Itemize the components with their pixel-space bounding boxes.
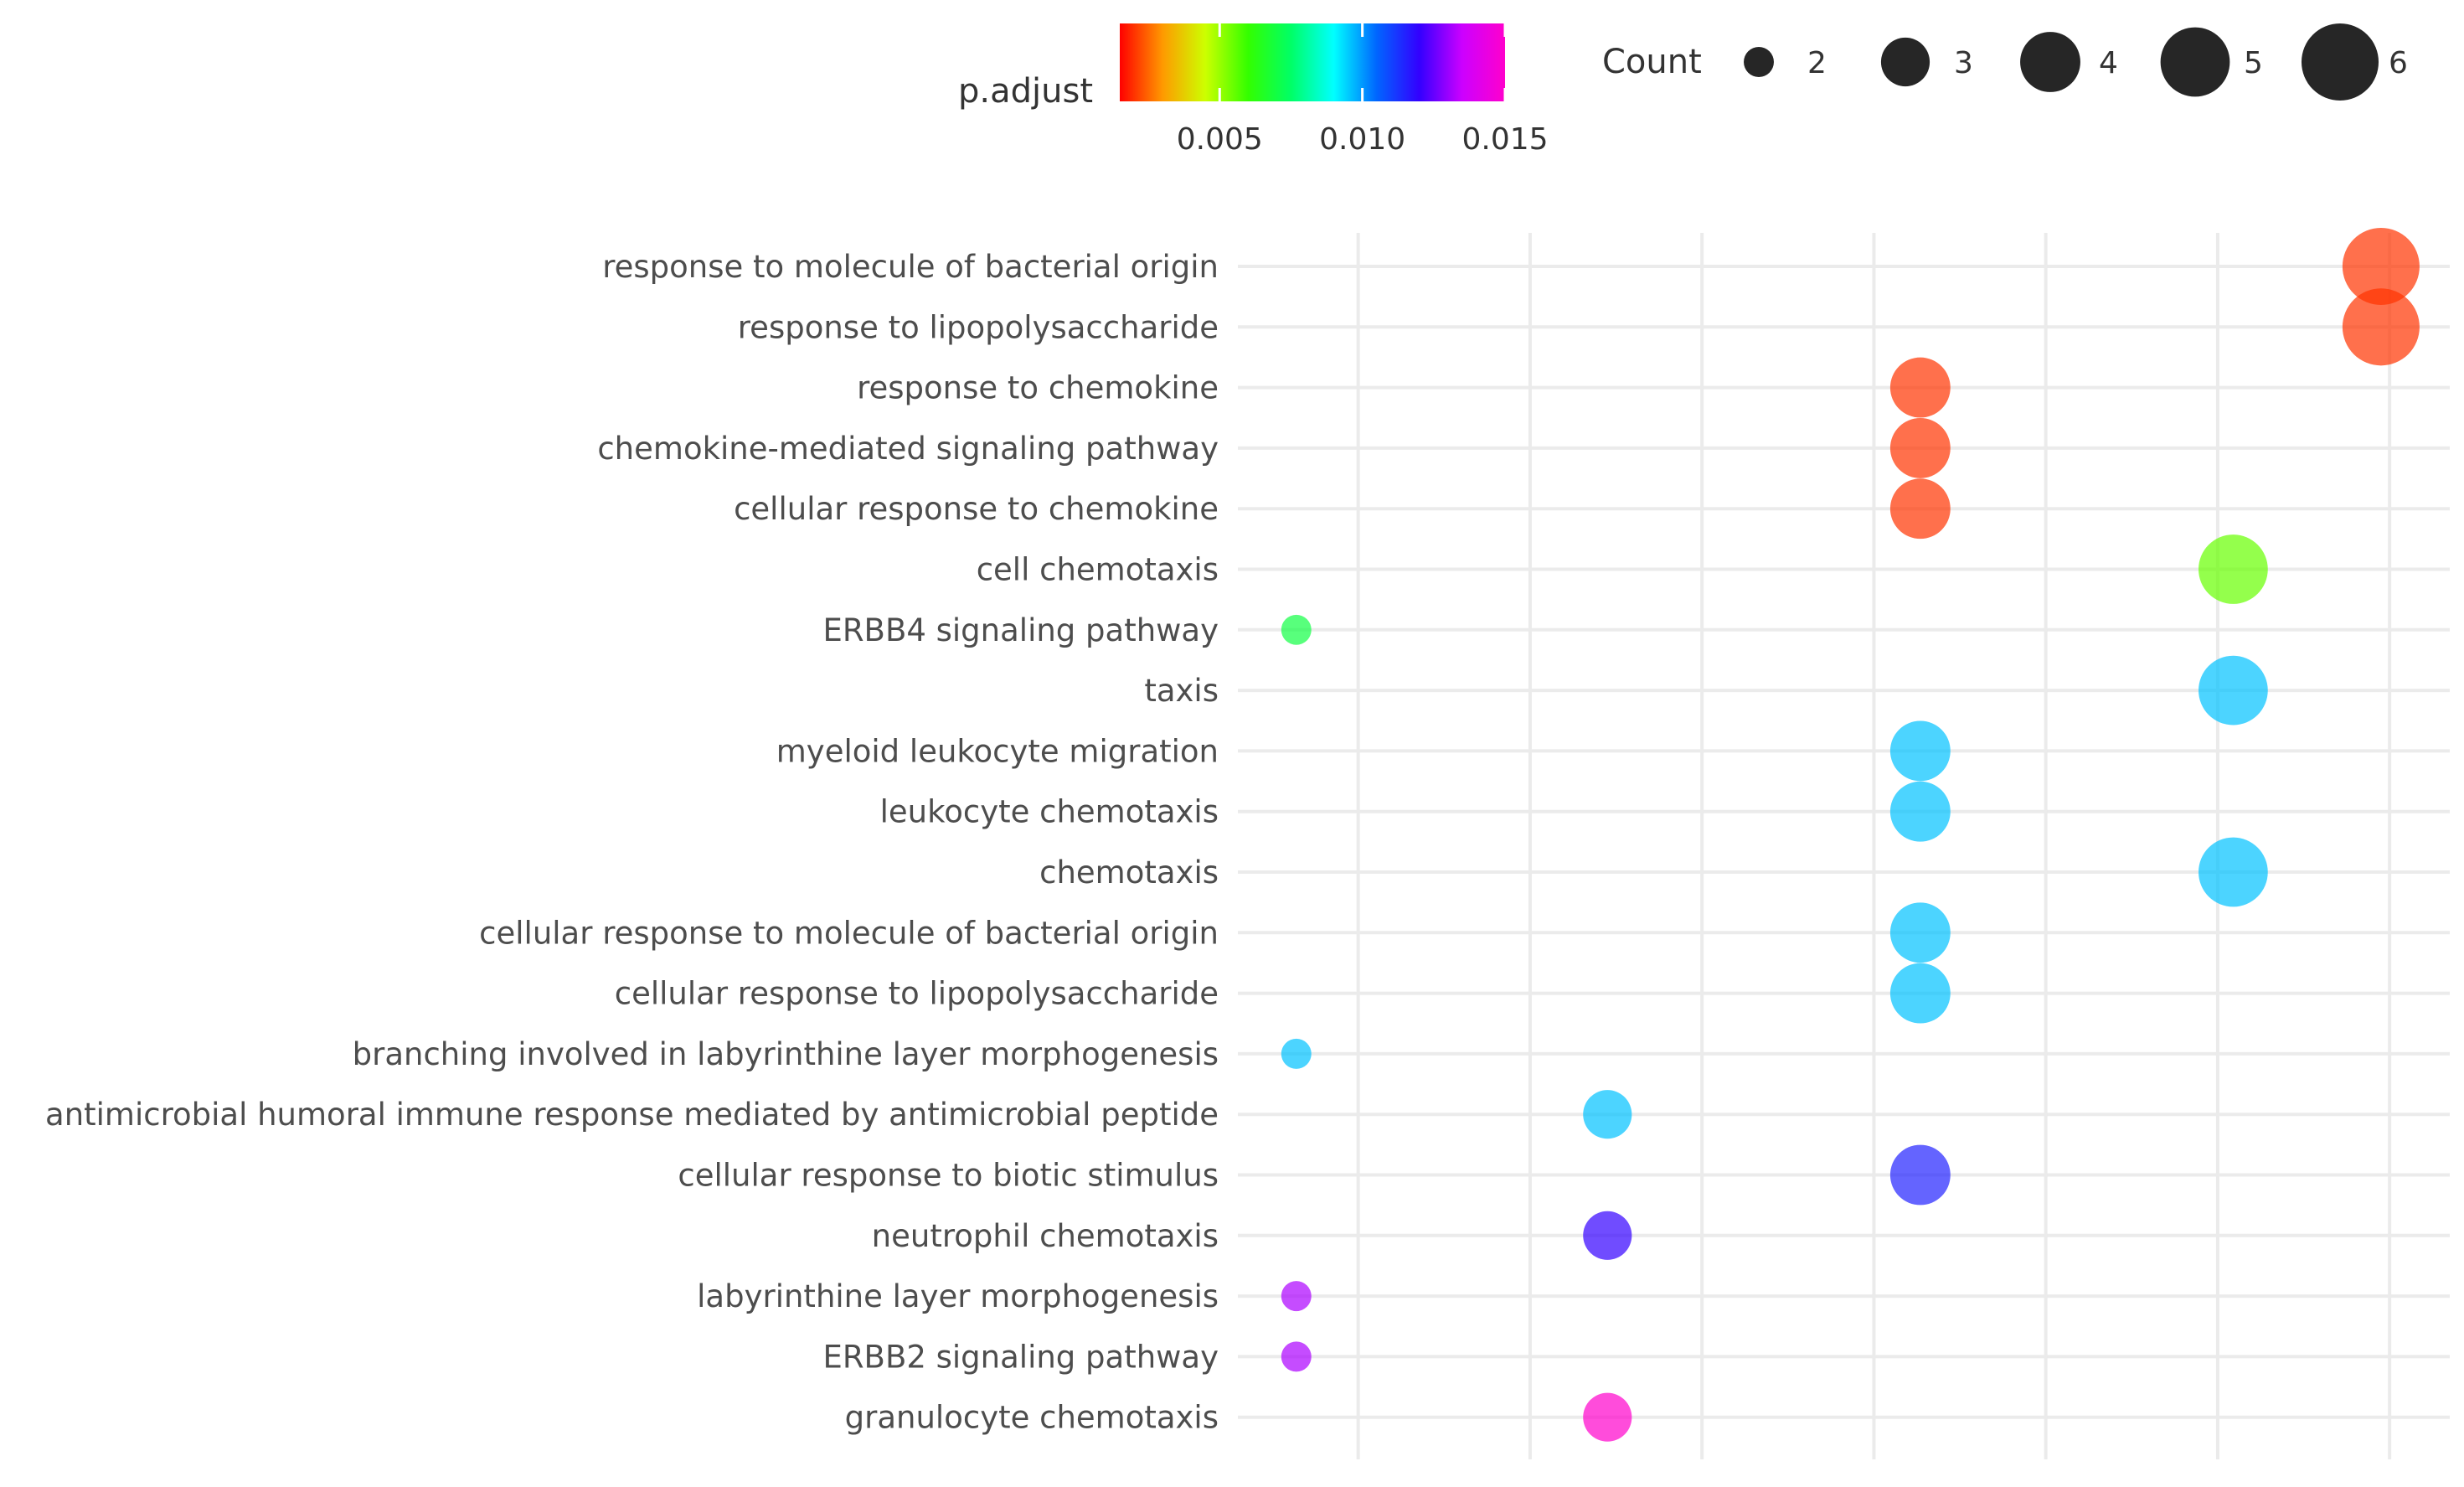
data-point (1889, 478, 1951, 540)
y-tick-label: antimicrobial humoral immune response me… (45, 1097, 1219, 1133)
data-point (1889, 902, 1951, 963)
data-point (1889, 1144, 1951, 1206)
size-legend-key (2160, 27, 2230, 97)
size-legend: Count 2 3 4 5 6 (1602, 23, 2408, 101)
size-legend-title: Count (1602, 43, 1702, 81)
y-tick-label: cell chemotaxis (977, 552, 1219, 588)
y-tick-label: chemokine-mediated signaling pathway (597, 431, 1219, 467)
data-point (1281, 614, 1312, 645)
y-tick-label: leukocyte chemotaxis (880, 794, 1219, 830)
y-tick-label: branching involved in labyrinthine layer… (353, 1036, 1219, 1072)
color-bar (1120, 23, 1505, 101)
y-tick-label: myeloid leukocyte migration (776, 733, 1219, 769)
data-point (1281, 1341, 1312, 1372)
data-point (1889, 781, 1951, 842)
color-legend-title: p.adjust (958, 72, 1093, 111)
color-bar-tick-label: 0.015 (1461, 122, 1548, 157)
data-point (2199, 534, 2268, 604)
data-point (2199, 837, 2268, 907)
data-point (1583, 1211, 1632, 1260)
data-point (1889, 417, 1951, 478)
data-point (1583, 1090, 1632, 1139)
y-tick-label: cellular response to molecule of bacteri… (479, 915, 1219, 951)
y-tick-label: response to molecule of bacterial origin (602, 249, 1219, 285)
y-tick-label: cellular response to chemokine (734, 491, 1219, 527)
y-tick-label: labyrinthine layer morphogenesis (697, 1278, 1219, 1314)
y-tick-label: cellular response to lipopolysaccharide (615, 976, 1219, 1012)
color-bar-tick-label: 0.010 (1319, 122, 1405, 157)
size-legend-label: 5 (2244, 46, 2263, 80)
y-tick-label: cellular response to biotic stimulus (678, 1158, 1219, 1194)
y-tick-label: chemotaxis (1039, 855, 1219, 891)
size-legend-key (1880, 37, 1930, 87)
size-legend-key (2020, 32, 2080, 92)
size-legend-key (2301, 23, 2379, 101)
data-point (1583, 1392, 1632, 1442)
y-tick-label: ERBB2 signaling pathway (822, 1339, 1219, 1375)
size-legend-label: 6 (2389, 46, 2408, 80)
y-tick-label: response to lipopolysaccharide (738, 309, 1219, 345)
color-bar-tick-label: 0.005 (1177, 122, 1263, 157)
color-bar-ticks: 0.005 0.010 0.015 (1177, 23, 1549, 157)
size-legend-key (1744, 47, 1774, 77)
data-point (1889, 357, 1951, 418)
size-legend-label: 2 (1807, 46, 1827, 80)
data-point (1889, 963, 1951, 1024)
data-point (2199, 655, 2268, 725)
y-tick-label: response to chemokine (857, 370, 1219, 406)
grid (1238, 233, 2450, 1459)
y-tick-label: neutrophil chemotaxis (872, 1218, 1219, 1254)
data-point (2342, 288, 2420, 366)
size-legend-label: 3 (1954, 46, 1973, 80)
data-point (1281, 1038, 1312, 1069)
size-legend-items: 2 3 4 5 6 (1744, 23, 2408, 101)
y-tick-label: ERBB4 signaling pathway (822, 612, 1219, 648)
data-point (2342, 227, 2420, 306)
data-points (1281, 227, 2420, 1442)
y-axis-tick-labels: response to molecule of bacterial origin… (45, 249, 1219, 1436)
size-legend-label: 4 (2099, 46, 2118, 80)
y-tick-label: granulocyte chemotaxis (845, 1400, 1219, 1436)
data-point (1889, 720, 1951, 782)
data-point (1281, 1281, 1312, 1312)
y-tick-label: taxis (1144, 673, 1219, 709)
color-legend: p.adjust 0.005 0.010 0.015 (958, 23, 1549, 157)
